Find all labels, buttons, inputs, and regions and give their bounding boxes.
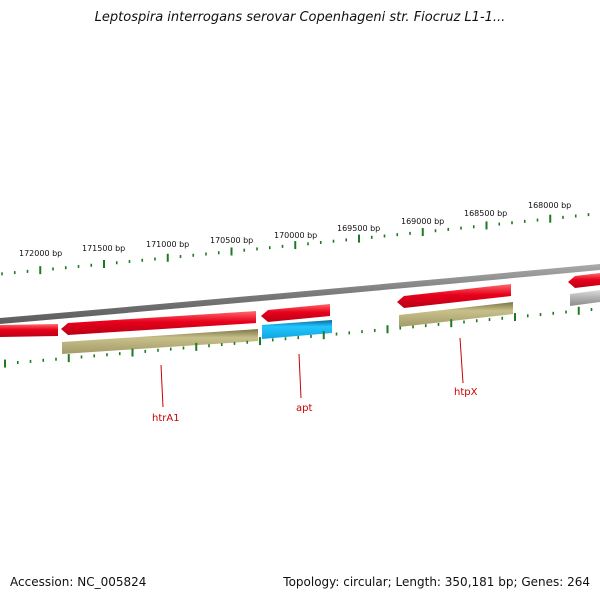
cds-feature[interactable] <box>261 304 330 322</box>
gene-labels: htrA1 apt htpX <box>152 387 478 424</box>
scale-label: 169000 bp <box>401 217 444 226</box>
leader-line <box>298 353 302 399</box>
genome-backbone <box>0 264 600 324</box>
scale-label: 170000 bp <box>274 231 317 240</box>
inner-tick-ring <box>4 306 593 368</box>
cds-feature[interactable] <box>397 284 511 308</box>
scale-label: 171000 bp <box>146 240 189 249</box>
cds-feature[interactable] <box>0 324 58 337</box>
reverse-feature-apt[interactable] <box>262 320 332 339</box>
genome-summary-text: Topology: circular; Length: 350,181 bp; … <box>283 575 590 589</box>
gene-label-htrA1[interactable]: htrA1 <box>152 413 180 424</box>
reverse-feature-other[interactable] <box>570 290 600 306</box>
gene-label-htpX[interactable]: htpX <box>454 387 478 398</box>
reverse-feature-htpX[interactable] <box>399 302 513 327</box>
reverse-feature-htrA1[interactable] <box>62 329 258 354</box>
gene-leaders <box>160 337 464 408</box>
scale-label: 170500 bp <box>210 236 253 245</box>
leader-line <box>459 337 464 384</box>
scale-label: 168000 bp <box>528 201 571 210</box>
map-title: Leptospira interrogans serovar Copenhage… <box>94 10 506 25</box>
scale-labels: 172000 bp 171500 bp 171000 bp 170500 bp … <box>19 201 571 258</box>
outer-tick-ring <box>1 213 590 276</box>
scale-label: 168500 bp <box>464 209 507 218</box>
scale-label: 169500 bp <box>337 224 380 233</box>
accession-text: Accession: NC_005824 <box>10 575 147 589</box>
gene-label-apt[interactable]: apt <box>296 403 312 414</box>
cds-feature[interactable] <box>61 311 256 335</box>
scale-label: 171500 bp <box>82 244 125 253</box>
leader-line <box>160 364 164 408</box>
scale-label: 172000 bp <box>19 249 62 258</box>
cds-feature[interactable] <box>568 273 600 288</box>
